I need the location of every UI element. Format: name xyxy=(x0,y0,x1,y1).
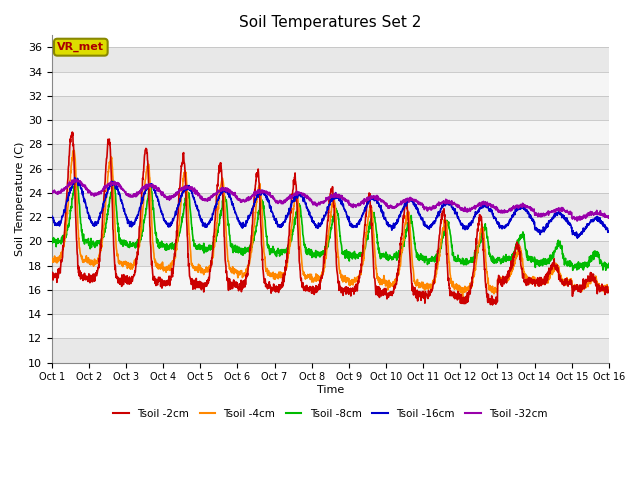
Bar xyxy=(52,338,609,363)
Bar xyxy=(52,72,609,96)
Bar xyxy=(52,48,609,72)
Bar xyxy=(52,217,609,241)
Title: Soil Temperatures Set 2: Soil Temperatures Set 2 xyxy=(239,15,422,30)
Bar xyxy=(52,290,609,314)
Legend: Tsoil -2cm, Tsoil -4cm, Tsoil -8cm, Tsoil -16cm, Tsoil -32cm: Tsoil -2cm, Tsoil -4cm, Tsoil -8cm, Tsoi… xyxy=(109,405,552,423)
Text: VR_met: VR_met xyxy=(58,42,104,52)
Bar xyxy=(52,314,609,338)
Y-axis label: Soil Temperature (C): Soil Temperature (C) xyxy=(15,142,25,256)
Bar xyxy=(52,144,609,168)
Bar xyxy=(52,193,609,217)
X-axis label: Time: Time xyxy=(317,385,344,395)
Bar xyxy=(52,96,609,120)
Bar xyxy=(52,241,609,266)
Bar xyxy=(52,266,609,290)
Bar xyxy=(52,168,609,193)
Bar xyxy=(52,120,609,144)
